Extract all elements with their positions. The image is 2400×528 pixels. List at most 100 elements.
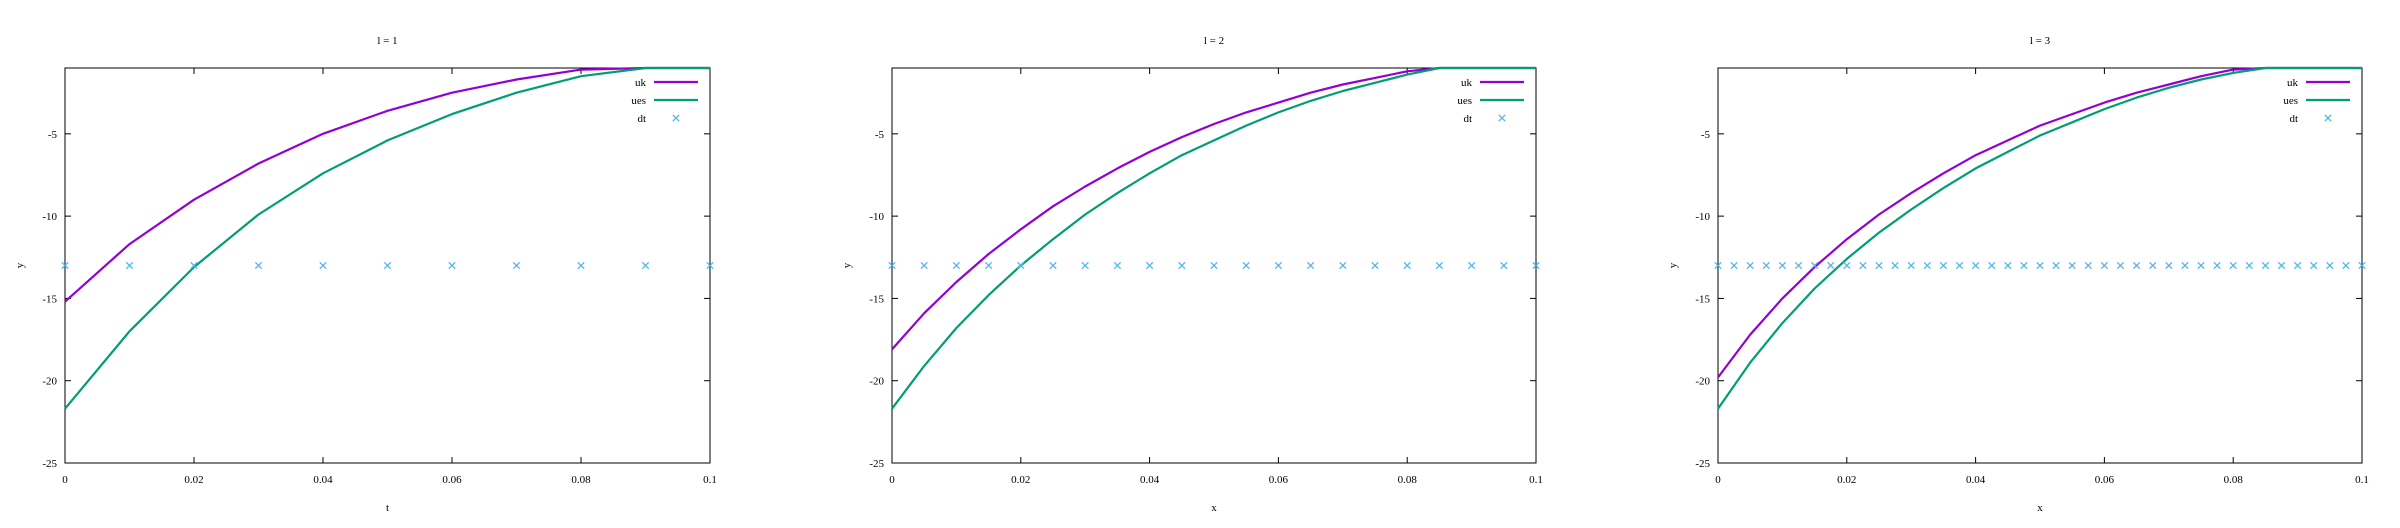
data-point-dt [2036,261,2044,270]
data-point-dt [1730,261,1738,270]
series-line-ues [1717,66,2362,410]
x-tick-label: 0.06 [442,474,462,486]
data-point-dt [1017,261,1025,270]
data-point-dt [2310,261,2318,270]
legend-label-ues: ues [2283,95,2298,107]
chart-panel-2: 0 0.02 0.04 0.06 0.08 0.1 -25 -20 -15 -10 -5 l = 2 x… [841,35,1543,514]
series-line-uk [1717,66,2362,379]
data-point-dt [512,261,521,270]
legend-swatch-dt [2324,114,2332,122]
x-axis-title: t [386,502,389,514]
data-point-dt [1467,261,1476,270]
data-point-dt [1714,261,1722,270]
chart-title: l = 1 [377,35,397,47]
data-point-dt [2181,261,2189,270]
data-point-dt [1971,261,1980,270]
data-point-dt [1178,261,1186,270]
x-tick-label: 0.06 [2095,474,2115,486]
y-tick-label: -10 [42,211,57,223]
data-point-dt [2197,261,2205,270]
data-point-dt [1875,261,1883,270]
data-point-dt [2358,261,2366,270]
x-tick-label: 0.04 [1140,474,1160,486]
y-axis-title: y [841,262,853,268]
data-point-dt [125,261,134,270]
data-point-dt [2020,261,2028,270]
y-tick-label: -5 [1701,129,1711,141]
data-point-dt [952,261,961,270]
y-tick-label: -15 [1695,293,1710,305]
x-tick-label: 0.06 [1269,474,1289,486]
data-point-dt [1988,261,1996,270]
x-tick-label: 0.02 [1011,474,1030,486]
x-axis-title: x [2037,502,2043,514]
data-point-dt [1371,261,1379,270]
x-tick-label: 0.08 [2224,474,2244,486]
legend-label-uk: uk [2287,77,2299,89]
x-tick-label: 0.02 [184,474,203,486]
data-point-dt [1274,261,1283,270]
data-point-dt [2052,261,2060,270]
legend-label-uk: uk [635,77,647,89]
data-point-dt [1891,261,1899,270]
x-tick-label: 0.04 [1966,474,1986,486]
data-point-dt [1762,261,1770,270]
y-tick-label: -10 [1695,211,1710,223]
legend-swatch-dt [672,114,680,122]
data-point-dt [319,261,327,270]
data-point-dt [888,261,896,270]
chart-title: l = 2 [1204,35,1224,47]
legend-swatch-dt [1498,114,1506,122]
data-point-dt [920,261,928,270]
y-tick-label: -10 [869,211,884,223]
legend-label-dt: dt [2289,113,2298,125]
data-point-dt [1500,261,1508,270]
y-tick-label: -20 [1695,376,1710,388]
data-point-dt [641,261,650,270]
data-point-dt [2326,261,2334,270]
data-point-dt [1403,261,1411,270]
data-point-dt [1778,261,1787,270]
data-point-dt [1794,261,1803,270]
legend-label-uk: uk [1461,77,1473,89]
data-point-dt [2132,261,2141,270]
x-tick-label: 0.04 [313,474,333,486]
data-point-dt [2149,261,2157,270]
x-tick-label: 0.02 [1837,474,1856,486]
data-point-dt [2277,261,2286,270]
x-axis-title: x [1211,502,1217,514]
data-point-dt [1859,261,1867,270]
x-tick-label: 0.1 [1529,474,1543,486]
data-point-dt [61,261,69,270]
data-point-dt [254,261,263,270]
chart-title: l = 3 [2030,35,2051,47]
data-point-dt [1242,261,1250,270]
data-point-dt [2245,261,2253,270]
y-tick-label: -20 [869,376,884,388]
legend-label-ues: ues [1457,95,1472,107]
data-point-dt [2165,261,2173,270]
data-point-dt [1907,261,1915,270]
data-point-dt [1923,261,1931,270]
data-point-dt [984,261,993,270]
x-tick-label: 0.08 [571,474,591,486]
data-point-dt [1113,261,1122,270]
data-point-dt [1810,261,1819,270]
series-line-uk [891,66,1536,351]
chart-panel-1: 0 0.02 0.04 0.06 0.08 0.1 -25 -20 -15 -10 -5 l = 1 t… [14,35,717,514]
data-point-dt [1843,261,1851,270]
data-point-dt [1049,261,1057,270]
data-point-dt [383,261,392,270]
legend-label-dt: dt [637,113,646,125]
data-point-dt [2116,261,2125,270]
legend-label-dt: dt [1463,113,1472,125]
series-line-ues [891,66,1536,410]
y-tick-label: -20 [42,376,57,388]
data-point-dt [1532,261,1540,270]
data-point-dt [2229,261,2237,270]
data-point-dt [2213,261,2221,270]
data-point-dt [2261,261,2270,270]
y-tick-label: -15 [42,293,57,305]
x-tick-label: 0.08 [1398,474,1418,486]
